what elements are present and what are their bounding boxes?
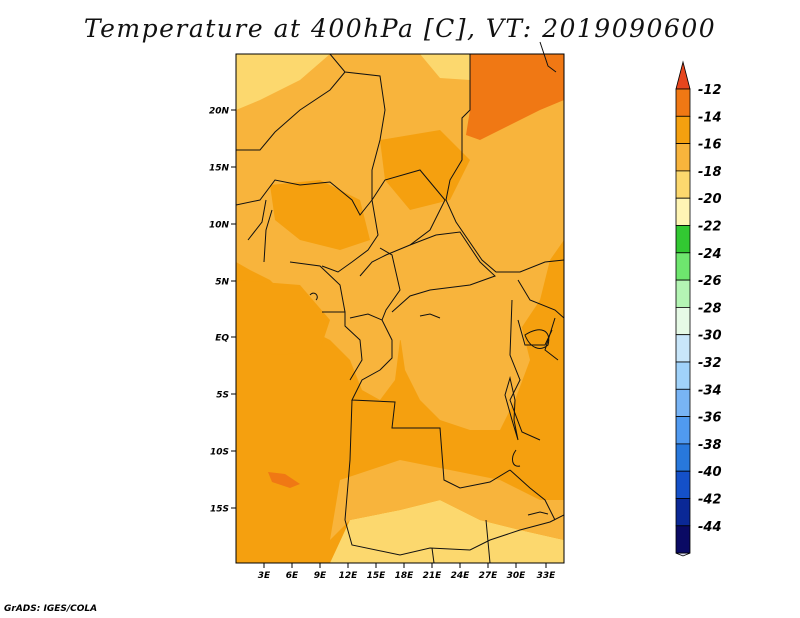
colorbar-box [675,334,691,363]
colorbar-box [675,115,691,145]
colorbar-label: -28 [698,301,722,316]
lakes [309,41,557,516]
lon-label: 3E [258,571,271,581]
colorbar-box [675,170,691,199]
grads-credit: GrADS: IGES/COLA [4,604,98,614]
lon-label: 9E [314,571,327,581]
band-minus18-ne [420,54,470,80]
colorbar-label: -12 [698,83,722,98]
colorbar-label: -30 [698,329,722,344]
colorbar-box [675,279,691,308]
lat-label: EQ [215,334,229,344]
colorbar-box [675,416,691,445]
colorbar-label: -16 [698,138,722,153]
band-minus18-nw [236,54,330,110]
band-minus16-central [395,290,530,430]
band-minus14-west [236,280,330,355]
lat-label: 10S [210,448,229,458]
colorbar-label: -38 [698,438,722,453]
lat-label: 15S [210,505,229,515]
lat-label: 15N [209,164,230,174]
lat-label: 10N [209,221,230,231]
colorbar-label: -24 [698,247,722,262]
band-minus12-sw [268,472,300,488]
colorbar-box [675,306,691,336]
country-borders [236,54,564,563]
lon-label: 27E [479,571,499,581]
colorbar-label: -22 [698,220,722,235]
lon-label: 12E [339,571,359,581]
lon-label: 30E [507,571,527,581]
colorbar-label: -26 [698,274,722,289]
colorbar-box [675,88,691,117]
band-minus16-south [330,460,564,540]
colorbar-label: -20 [698,192,722,207]
band-minus18-south [330,500,564,563]
colorbar-box [675,525,691,554]
colorbar-top-arrow [675,60,691,90]
longitude-axis: 3E 6E 9E 12E 15E 18E 21E 24E 27E 30E 33E [258,563,556,581]
lat-label: 5N [215,278,229,288]
lon-label: 15E [367,571,387,581]
band-minus14-north-a [270,180,370,250]
colorbar-box [675,443,691,472]
lon-label: 6E [286,571,299,581]
colorbar-box [675,498,691,527]
colorbar-box [675,470,691,499]
lat-label: 20N [209,107,230,117]
colorbar-box [675,361,691,390]
colorbar-label: -14 [698,110,722,125]
colorbar-box [675,143,691,172]
colorbar-label: -32 [698,356,722,371]
lon-label: 18E [395,571,415,581]
colorbar-label: -36 [698,411,722,426]
lon-label: 33E [537,571,557,581]
colorbar-box [675,252,691,281]
band-minus12-ne [466,54,564,140]
lat-label: 5S [216,391,229,401]
colorbar-label: -34 [698,383,722,398]
colorbar-bottom-arrow [675,552,691,557]
colorbar-box [675,388,691,417]
map-frame [235,53,565,564]
colorbar-label: -40 [698,465,722,480]
temperature-field [236,54,564,563]
colorbar: -12 -14 -16 -18 -20 -22 -24 -26 -28 -30 -32 -34 -36 -… [675,60,722,557]
colorbar-box [675,197,691,226]
colorbar-box [675,225,691,254]
lon-label: 21E [423,571,443,581]
lon-label: 24E [451,571,471,581]
colorbar-label: -18 [698,165,722,180]
map-title: Temperature at 400hPa [C], VT: 201909060… [83,14,717,43]
colorbar-label: -42 [698,493,722,508]
latitude-axis: 20N 15N 10N 5N EQ 5S 10S 15S [209,107,236,515]
colorbar-label: -44 [698,520,722,535]
